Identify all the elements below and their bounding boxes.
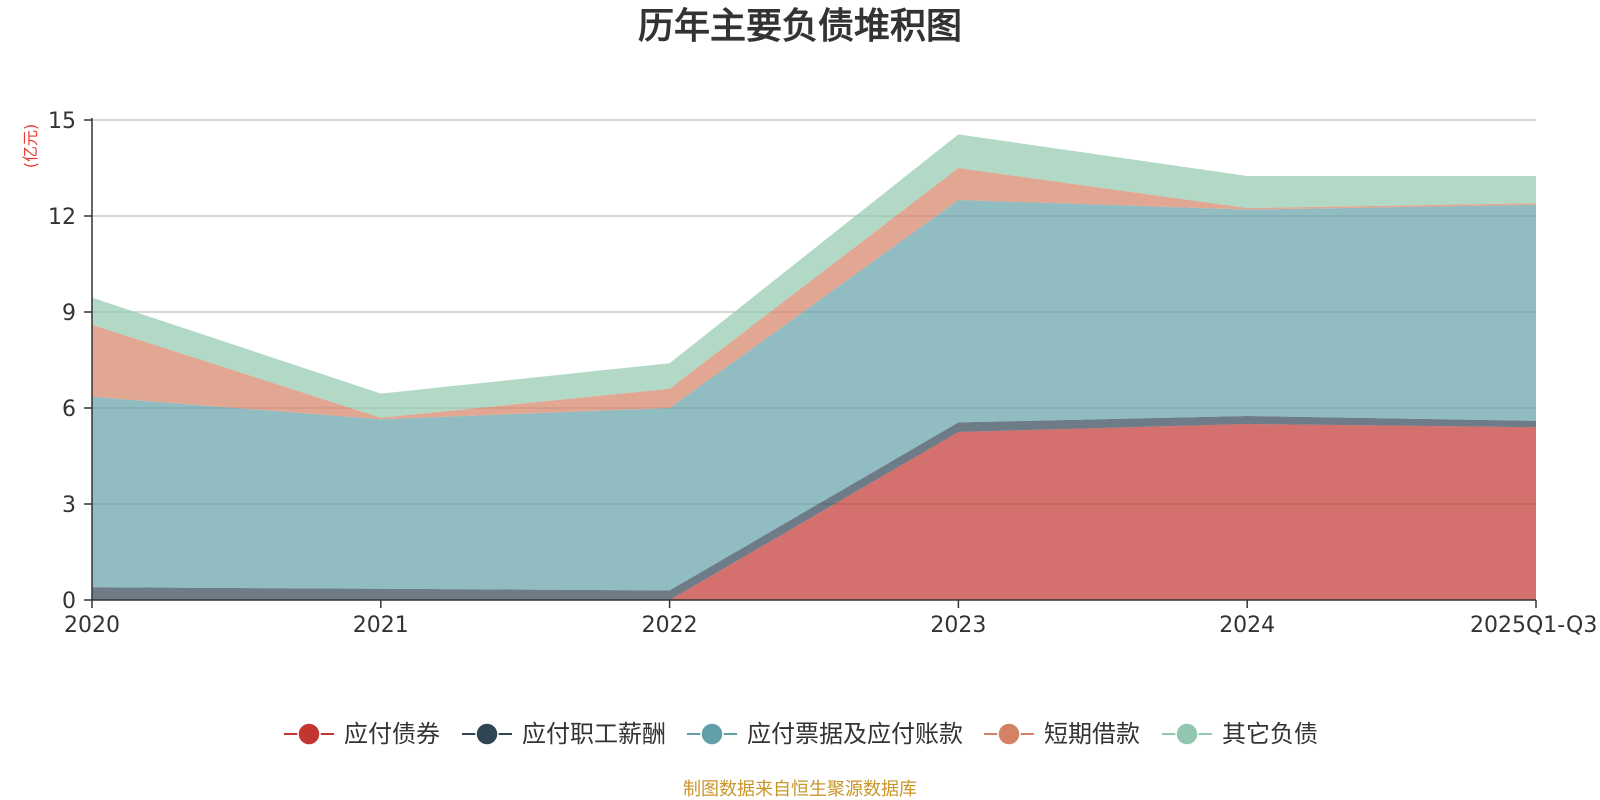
legend-marker xyxy=(700,722,724,746)
chart-title: 历年主要负债堆积图 xyxy=(638,6,962,47)
legend-item: 其它负债 xyxy=(1162,720,1318,748)
legend-label: 其它负债 xyxy=(1222,720,1318,748)
y-tick-label: 6 xyxy=(62,397,76,422)
legend-label: 应付票据及应付账款 xyxy=(747,720,963,748)
area-短期借款 xyxy=(92,168,1536,420)
legend-marker xyxy=(475,722,499,746)
legend-label: 应付职工薪酬 xyxy=(522,720,666,748)
x-tick-label: 2020 xyxy=(64,613,120,638)
legend-marker xyxy=(997,722,1021,746)
legend-item: 应付债券 xyxy=(284,720,440,748)
x-tick-label: 2021 xyxy=(353,613,409,638)
area-应付职工薪酬 xyxy=(92,416,1536,600)
legend-item: 短期借款 xyxy=(984,720,1140,748)
y-tick-label: 9 xyxy=(62,301,76,326)
area-其它负债 xyxy=(92,134,1536,418)
legend-item: 应付票据及应付账款 xyxy=(687,720,963,748)
area-应付债券 xyxy=(92,424,1536,600)
y-tick-label: 3 xyxy=(62,493,76,518)
y-axis-unit-label: (亿元) xyxy=(21,124,40,169)
legend: 应付债券 应付职工薪酬 应付票据及应付账款 短期借款 其它负债 xyxy=(284,720,1318,748)
area-series xyxy=(92,134,1536,600)
legend-marker xyxy=(1175,722,1199,746)
axes: 0 3 6 9 12 15 2020 2021 2022 2023 2024 2025Q1-Q3 xyxy=(48,109,1597,638)
legend-marker xyxy=(297,722,321,746)
y-tick-label: 0 xyxy=(62,589,76,614)
x-tick-label: 2022 xyxy=(642,613,698,638)
x-tick-label: 2024 xyxy=(1219,613,1275,638)
x-tick-label: 2025Q1-Q3 xyxy=(1470,613,1597,638)
area-应付票据及应付账款 xyxy=(92,200,1536,591)
y-tick-label: 12 xyxy=(48,205,76,230)
source-note: 制图数据来自恒生聚源数据库 xyxy=(683,779,917,800)
legend-label: 短期借款 xyxy=(1044,720,1140,748)
legend-label: 应付债券 xyxy=(344,720,440,748)
legend-item: 应付职工薪酬 xyxy=(462,720,666,748)
x-tick-label: 2023 xyxy=(930,613,986,638)
y-tick-label: 15 xyxy=(48,109,76,134)
